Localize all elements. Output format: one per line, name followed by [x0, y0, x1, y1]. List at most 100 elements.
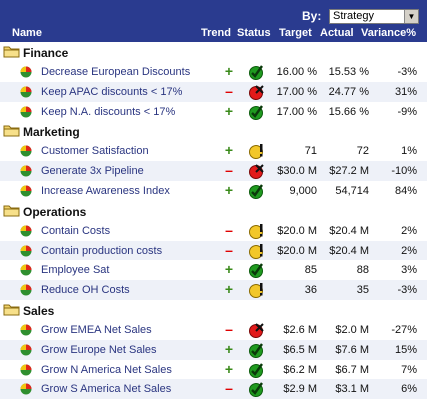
kpi-name-link[interactable]: Employee Sat — [41, 264, 110, 277]
kpi-name-link[interactable]: Customer Satisfaction — [41, 145, 149, 158]
actual-value: 54,714 — [335, 184, 369, 197]
col-status[interactable]: Status — [237, 27, 271, 39]
actual-value: 88 — [356, 264, 369, 277]
status-ball-icon — [20, 383, 32, 395]
folder-icon[interactable] — [3, 44, 20, 58]
target-value: 36 — [304, 284, 317, 297]
trend-down-icon: – — [225, 162, 233, 179]
col-actual[interactable]: Actual — [320, 27, 354, 39]
section-marketing[interactable]: Marketing — [0, 121, 427, 142]
warning-icon — [248, 223, 266, 239]
x-icon — [248, 322, 266, 338]
actual-value: 35 — [356, 284, 369, 297]
trend-down-icon: – — [225, 380, 233, 397]
table-row[interactable]: Grow S America Net Sales – $2.9 M $3.1 M… — [0, 379, 427, 400]
target-value: $2.6 M — [283, 323, 317, 336]
table-row[interactable]: Grow EMEA Net Sales – $2.6 M $2.0 M -27% — [0, 320, 427, 340]
kpi-name-link[interactable]: Grow S America Net Sales — [41, 383, 172, 396]
kpi-name-link[interactable]: Keep N.A. discounts < 17% — [41, 105, 176, 118]
trend-up-icon: + — [224, 142, 234, 159]
table-row[interactable]: Reduce OH Costs + 36 35 -3% — [0, 280, 427, 300]
trend-up-icon: + — [224, 340, 234, 357]
check-icon — [248, 64, 266, 80]
warning-icon — [248, 243, 266, 259]
target-value: 17.00 % — [276, 105, 317, 118]
table-row[interactable]: Contain Costs – $20.0 M $20.4 M 2% — [0, 221, 427, 241]
section-title: Operations — [23, 204, 87, 219]
section-sales[interactable]: Sales — [0, 299, 427, 320]
kpi-name-link[interactable]: Grow N America Net Sales — [41, 363, 172, 376]
kpi-name-link[interactable]: Grow EMEA Net Sales — [41, 323, 152, 336]
table-row[interactable]: Grow Europe Net Sales + $6.5 M $7.6 M 15… — [0, 339, 427, 360]
status-ball-icon — [20, 364, 32, 376]
col-target[interactable]: Target — [279, 27, 312, 39]
table-row[interactable]: Employee Sat + 85 88 3% — [0, 260, 427, 280]
view-by-value: Strategy — [333, 10, 374, 22]
folder-icon[interactable] — [3, 302, 20, 316]
status-ball-icon — [20, 284, 32, 296]
warning-icon — [248, 282, 266, 299]
trend-up-icon: + — [224, 261, 234, 278]
variance-value: 3% — [401, 264, 417, 277]
status-ball-icon — [20, 324, 32, 336]
kpi-name-link[interactable]: Decrease European Discounts — [41, 66, 191, 78]
col-name[interactable]: Name — [12, 27, 42, 39]
chevron-down-icon[interactable]: ▼ — [404, 10, 418, 23]
check-icon — [248, 104, 266, 120]
variance-value: -10% — [391, 165, 417, 178]
table-row[interactable]: Keep N.A. discounts < 17% + 17.00 % 15.6… — [0, 102, 427, 122]
target-value: 16.00 % — [276, 66, 317, 78]
status-ball-icon — [20, 145, 32, 157]
target-value: $20.0 M — [277, 224, 317, 237]
kpi-name-link[interactable]: Reduce OH Costs — [41, 284, 130, 297]
trend-down-icon: – — [225, 221, 233, 238]
kpi-name-link[interactable]: Increase Awareness Index — [41, 184, 170, 197]
target-value: 71 — [304, 145, 317, 158]
status-ball-icon — [20, 165, 32, 177]
by-label: By: — [302, 9, 322, 23]
table-row[interactable]: Customer Satisfaction + 71 72 1% — [0, 141, 427, 161]
actual-value: $20.4 M — [329, 244, 369, 257]
section-title: Sales — [23, 303, 55, 318]
column-header-row: Name Trend Status Target Actual Variance… — [0, 25, 427, 42]
status-ball-icon — [20, 106, 32, 118]
variance-value: 84% — [394, 184, 417, 197]
kpi-name-link[interactable]: Generate 3x Pipeline — [41, 165, 144, 178]
variance-value: 7% — [401, 363, 417, 376]
variance-value: 15% — [394, 343, 417, 356]
kpi-name-link[interactable]: Contain production costs — [41, 244, 163, 257]
section-finance[interactable]: Finance — [0, 42, 427, 62]
folder-icon[interactable] — [3, 123, 20, 137]
table-row[interactable]: Grow N America Net Sales + $6.2 M $6.7 M… — [0, 360, 427, 380]
check-icon — [248, 362, 266, 378]
check-icon — [248, 381, 266, 398]
status-ball-icon — [20, 66, 32, 78]
kpi-name-link[interactable]: Contain Costs — [41, 224, 111, 237]
table-row[interactable]: Decrease European Discounts + 16.00 % 15… — [0, 62, 427, 82]
warning-icon — [248, 143, 266, 160]
target-value: $30.0 M — [277, 165, 317, 178]
x-icon — [248, 163, 266, 180]
target-value: $6.5 M — [283, 343, 317, 356]
variance-value: 31% — [394, 85, 417, 98]
table-row[interactable]: Contain production costs – $20.0 M $20.4… — [0, 240, 427, 261]
col-trend[interactable]: Trend — [201, 27, 231, 39]
view-by-select[interactable]: Strategy ▼ — [329, 9, 419, 24]
section-title: Marketing — [23, 125, 80, 140]
target-value: $6.2 M — [283, 363, 317, 376]
actual-value: 15.53 % — [328, 66, 369, 78]
col-variance[interactable]: Variance% — [361, 27, 417, 39]
status-ball-icon — [20, 344, 32, 356]
table-row[interactable]: Generate 3x Pipeline – $30.0 M $27.2 M -… — [0, 161, 427, 181]
table-row[interactable]: Keep APAC discounts < 17% – 17.00 % 24.7… — [0, 81, 427, 102]
table-row[interactable]: Increase Awareness Index + 9,000 54,714 … — [0, 181, 427, 201]
actual-value: $27.2 M — [329, 165, 369, 178]
kpi-name-link[interactable]: Keep APAC discounts < 17% — [41, 85, 183, 98]
status-ball-icon — [20, 264, 32, 276]
folder-icon[interactable] — [3, 203, 20, 217]
kpi-name-link[interactable]: Grow Europe Net Sales — [41, 343, 157, 356]
section-operations[interactable]: Operations — [0, 200, 427, 221]
actual-value: 24.77 % — [328, 85, 369, 98]
trend-down-icon: – — [225, 320, 233, 337]
